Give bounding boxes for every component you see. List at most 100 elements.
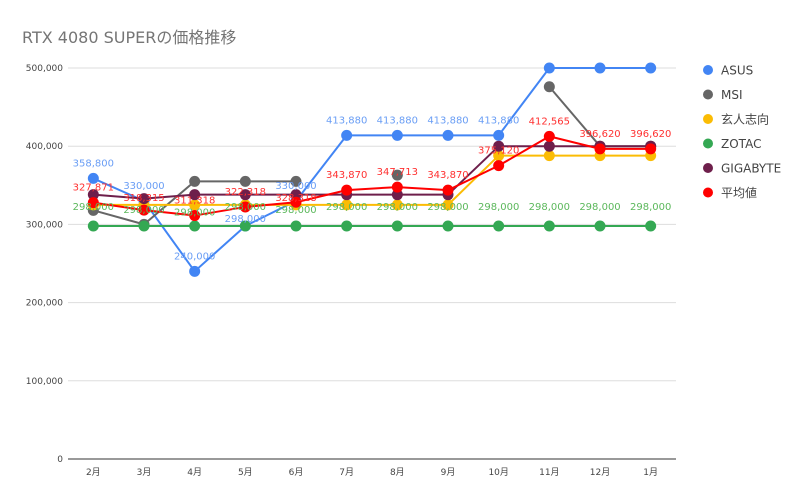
data-point [391,181,403,193]
data-point [391,220,403,232]
series-line [92,67,651,273]
data-point [87,197,99,209]
data-point [594,220,606,232]
x-tick-label: 1月 [643,467,658,478]
data-label: 298,000 [427,202,468,213]
data-point [189,199,201,211]
data-point [442,184,454,196]
y-tick-label: 0 [57,455,63,465]
legend-marker [703,65,713,75]
data-point [493,220,505,232]
legend-marker [703,138,713,149]
data-point [493,129,505,141]
series-line [93,145,651,200]
y-tick-label: 400,000 [26,142,63,152]
legend-label: 玄人志向 [721,112,769,127]
legend-label: GIGABYTE [721,162,781,176]
data-point [290,175,302,187]
data-point [645,220,657,232]
legend-marker [703,114,713,124]
data-label: 298,000 [73,202,114,213]
data-point [493,160,505,172]
y-tick-label: 200,000 [26,299,63,309]
series-ASUS [87,62,657,277]
data-point [290,220,302,232]
data-point [543,140,555,152]
x-tick-label: 7月 [339,467,354,478]
series-line [93,135,651,217]
data-label: 396,620 [579,129,620,140]
legend-label: ZOTAC [721,137,761,151]
data-point [189,175,201,187]
data-label: 298,000 [579,202,620,213]
x-tick-label: 5月 [238,467,253,478]
data-point [391,199,403,211]
data-point [341,129,353,141]
chart-title: RTX 4080 SUPERの価格推移 [22,28,237,47]
data-point [290,189,302,201]
data-point [189,189,201,201]
data-label: 358,800 [73,158,114,169]
data-point [645,62,657,74]
data-point [239,220,251,232]
x-tick-label: 10月 [488,467,508,478]
data-label: 330,000 [275,181,316,192]
data-point [543,130,555,142]
data-label: 330,000 [123,181,164,192]
data-label: 298,000 [225,202,266,213]
data-point [442,129,454,141]
data-label: 322,318 [225,187,266,198]
legend-marker [703,163,713,173]
series-line [93,154,651,206]
data-point [189,265,201,277]
data-point [391,129,403,141]
legend-label: 平均値 [721,185,757,200]
data-point [391,189,403,201]
data-point [594,62,606,74]
data-point [138,193,150,205]
y-tick-label: 100,000 [26,377,63,387]
x-tick-label: 9月 [441,467,456,478]
data-label: 318,315 [123,193,164,204]
data-label: 347,713 [377,167,418,178]
data-point [189,210,201,222]
data-label: 412,565 [529,116,570,127]
data-label: 240,000 [174,251,215,262]
x-tick-label: 4月 [187,467,202,478]
data-point [87,172,99,184]
data-label: 311,318 [174,196,215,207]
data-point [239,201,251,213]
data-point [493,150,505,162]
data-point [543,150,555,162]
data-point [493,140,505,152]
legend-marker [703,89,713,100]
data-point [138,204,150,216]
series-ZOTAC [87,220,657,232]
legend-label: MSI [721,88,743,102]
x-tick-label: 12月 [590,467,610,478]
data-point [138,220,150,232]
x-tick-label: 6月 [289,467,304,478]
data-label: 413,880 [478,115,519,126]
x-tick-label: 2月 [86,467,101,478]
series-平均値 [87,130,657,222]
data-label: 413,880 [427,115,468,126]
data-label: 298,000 [630,202,671,213]
data-point [290,196,302,208]
data-point [239,175,251,187]
data-label: 298,000 [174,208,215,219]
data-point [87,220,99,232]
data-label: 298,000 [478,202,519,213]
data-point [594,143,606,155]
data-point [341,220,353,232]
data-point [543,62,555,74]
data-label: 298,000 [225,214,266,225]
data-label: 413,880 [377,115,418,126]
data-point [543,220,555,232]
y-tick-label: 300,000 [26,220,63,230]
data-label: 327,871 [73,183,114,194]
data-label: 298,000 [326,202,367,213]
data-point [543,81,555,93]
data-point [239,189,251,201]
